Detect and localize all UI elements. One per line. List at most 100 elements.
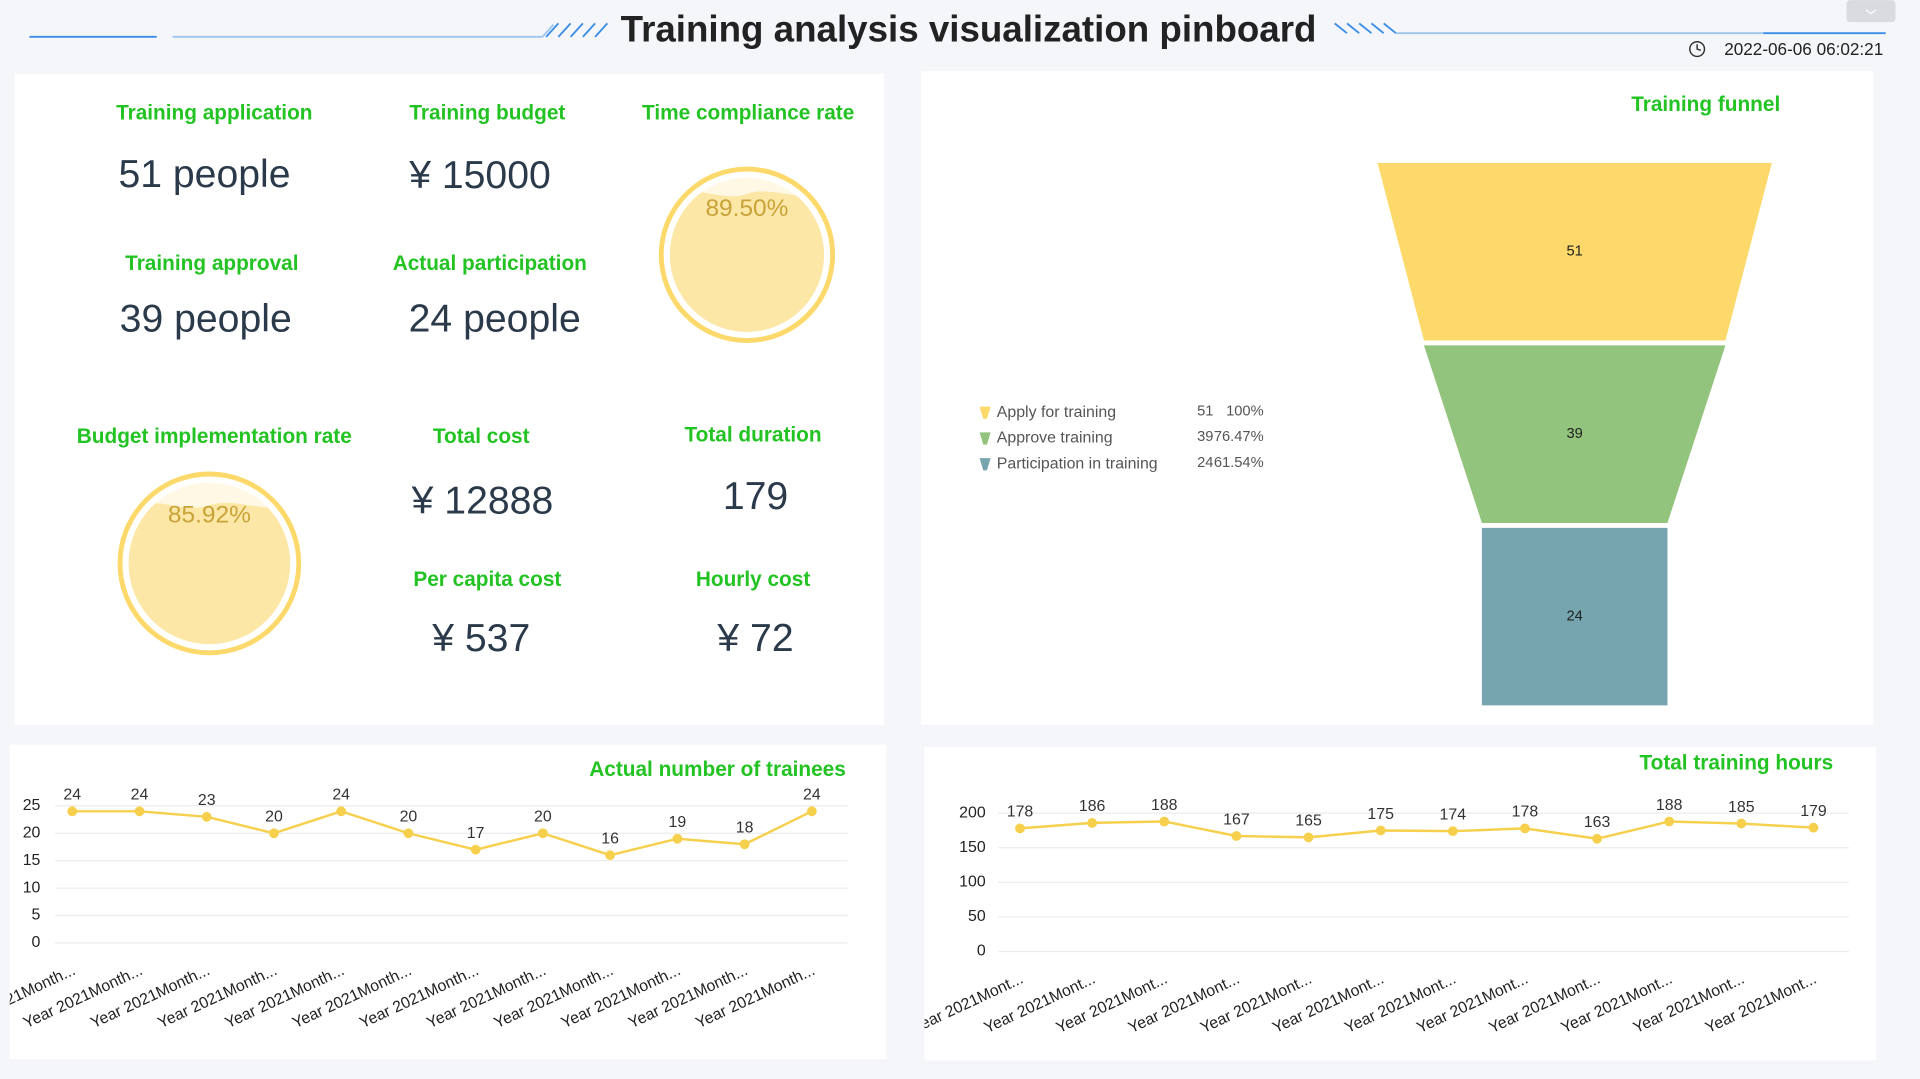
y-tick-label: 0 <box>977 943 986 960</box>
point <box>201 811 212 822</box>
point <box>134 806 145 817</box>
data-label: 24 <box>332 787 350 804</box>
kpi-value: ¥ 12888 <box>411 480 554 523</box>
data-label: 17 <box>467 825 485 842</box>
point <box>537 828 548 839</box>
point <box>1303 832 1314 843</box>
legend-value: 39 <box>1197 429 1213 445</box>
collapse-icon <box>1865 9 1877 15</box>
y-tick-label: 25 <box>23 797 41 814</box>
line <box>1019 820 1814 841</box>
kpi-value: 39 people <box>120 297 292 340</box>
y-tick-label: 15 <box>23 852 41 869</box>
funnel-label: 24 <box>1567 609 1583 625</box>
data-label: 188 <box>1656 797 1683 814</box>
liquid-fill <box>669 191 825 332</box>
data-label: 175 <box>1367 806 1394 823</box>
trainees-panel <box>9 744 887 1060</box>
point <box>1231 831 1242 841</box>
kpi-value: ¥ 72 <box>716 617 793 660</box>
y-tick-label: 5 <box>32 907 41 924</box>
line <box>72 810 813 857</box>
data-label: 163 <box>1584 814 1611 831</box>
data-label: 23 <box>198 792 216 809</box>
kpi-value: 51 people <box>118 153 290 196</box>
point <box>1159 816 1170 827</box>
clock-icon <box>1689 41 1706 58</box>
hours-panel <box>924 747 1876 1061</box>
kpi-value: ¥ 15000 <box>408 154 551 197</box>
data-label: 178 <box>1007 804 1034 821</box>
legend-share: 61.54% <box>1214 455 1264 471</box>
data-label: 165 <box>1295 813 1322 830</box>
header-decoration <box>29 22 1886 38</box>
gauge-value-label: 85.92% <box>168 501 251 528</box>
kpi-label: Training approval <box>125 252 298 275</box>
point <box>1015 823 1025 834</box>
datetime: 2022-06-06 06:02:21 <box>1724 39 1883 59</box>
legend-label: Apply for training <box>997 404 1116 421</box>
point <box>605 850 616 861</box>
point <box>403 828 414 839</box>
point <box>1736 818 1747 829</box>
data-label: 24 <box>63 787 81 804</box>
point <box>672 833 683 844</box>
line-title: Total training hours <box>1639 752 1833 775</box>
point <box>1808 822 1819 833</box>
kpi-value: ¥ 537 <box>431 617 530 660</box>
legend-marker <box>979 406 991 419</box>
legend-label: Participation in training <box>997 455 1158 472</box>
data-label: 186 <box>1079 798 1106 815</box>
legend-value: 24 <box>1197 455 1213 471</box>
point <box>806 806 817 817</box>
collapse-button[interactable] <box>1846 0 1896 23</box>
funnel-title: Training funnel <box>1631 93 1780 116</box>
page-title: Training analysis visualization pinboard <box>621 9 1317 50</box>
data-label: 24 <box>803 787 821 804</box>
data-label: 179 <box>1800 803 1827 820</box>
legend-label: Approve training <box>997 430 1113 447</box>
point <box>1375 825 1386 836</box>
point <box>269 828 279 839</box>
point <box>739 839 750 850</box>
data-label: 19 <box>669 814 687 831</box>
kpi-label: Training application <box>116 101 312 124</box>
gauge-value-label: 89.50% <box>705 195 788 222</box>
point <box>1592 833 1602 844</box>
kpi-value: 179 <box>723 475 788 518</box>
y-tick-label: 100 <box>959 874 986 891</box>
data-label: 20 <box>534 809 552 826</box>
data-label: 167 <box>1223 811 1250 828</box>
point <box>1520 823 1530 834</box>
y-tick-label: 50 <box>968 908 986 925</box>
kpi-label: Per capita cost <box>413 568 561 591</box>
kpi-label: Training budget <box>409 101 565 124</box>
funnel-stage <box>1377 162 1772 341</box>
y-tick-label: 0 <box>32 934 41 951</box>
kpi-value: 24 people <box>409 297 581 340</box>
funnel-label: 39 <box>1567 426 1583 442</box>
funnel-label: 51 <box>1567 244 1583 260</box>
y-tick-label: 150 <box>959 839 986 856</box>
kpi-label: Total duration <box>685 424 822 447</box>
kpi-label: Total cost <box>433 425 530 448</box>
gauge-title: Time compliance rate <box>642 101 854 124</box>
gauge-title: Budget implementation rate <box>77 425 352 448</box>
data-label: 178 <box>1512 804 1539 821</box>
line-title: Actual number of trainees <box>589 758 846 781</box>
point <box>1664 816 1675 827</box>
kpi-label: Actual participation <box>393 252 587 275</box>
clock-hand <box>1696 44 1702 52</box>
point <box>336 806 347 817</box>
y-tick-label: 10 <box>23 879 41 896</box>
point <box>1447 826 1458 837</box>
point <box>67 806 78 817</box>
data-label: 174 <box>1440 806 1467 823</box>
data-label: 24 <box>131 787 149 804</box>
kpi-label: Hourly cost <box>696 568 810 591</box>
data-label: 188 <box>1151 797 1178 814</box>
point <box>470 844 481 855</box>
legend-value: 51 <box>1197 403 1213 419</box>
